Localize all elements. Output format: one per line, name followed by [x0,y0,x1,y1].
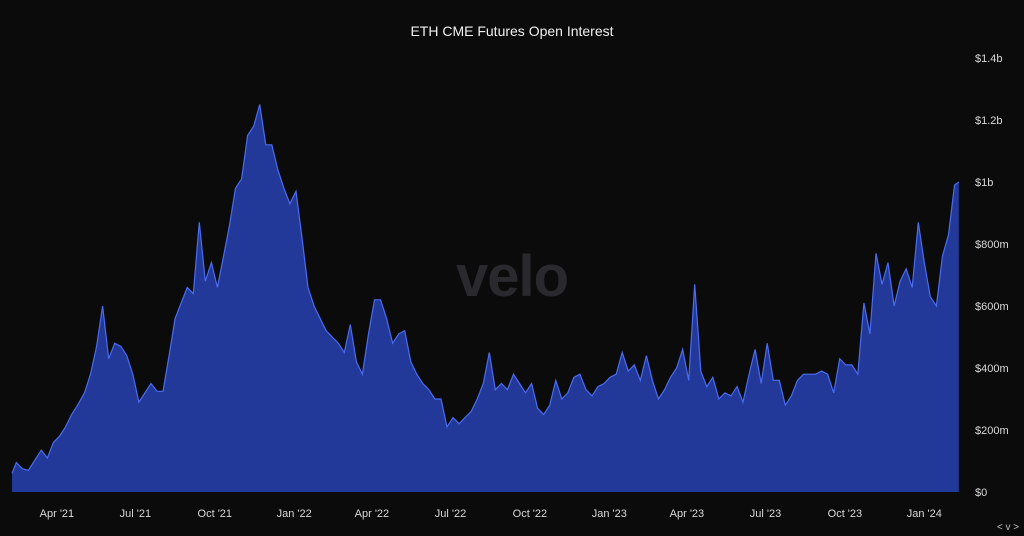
x-tick-label: Oct '22 [513,508,548,520]
y-tick-label: $400m [975,363,1009,375]
x-tick-label: Apr '22 [355,508,390,520]
y-axis: $0 $200m $400m $600m $800m $1b $1.2b $1.4b [975,53,1009,499]
x-tick-label: Jul '22 [435,508,466,520]
x-tick-label: Jul '21 [120,508,151,520]
y-tick-label: $200m [975,425,1009,437]
y-tick-label: $800m [975,239,1009,251]
y-tick-label: $600m [975,301,1009,313]
area-series [11,104,960,492]
x-tick-label: Jul '23 [750,508,781,520]
y-tick-label: $0 [975,487,987,499]
x-tick-label: Jan '22 [277,508,312,520]
x-tick-label: Jan '24 [907,508,942,520]
x-tick-label: Apr '23 [670,508,705,520]
x-axis: Apr '21 Jul '21 Oct '21 Jan '22 Apr '22 Jul '… [40,508,942,520]
x-tick-label: Oct '21 [198,508,233,520]
y-tick-label: $1.2b [975,115,1003,127]
y-tick-label: $1.4b [975,53,1003,65]
area-line [11,104,960,474]
y-tick-label: $1b [975,177,993,189]
velo-watermark: velo [456,244,568,309]
x-tick-label: Oct '23 [828,508,863,520]
x-tick-label: Apr '21 [40,508,75,520]
chart-title: ETH CME Futures Open Interest [410,23,613,39]
area-fill [12,104,959,492]
range-toggle-control[interactable]: < v > [997,522,1019,533]
x-tick-label: Jan '23 [592,508,627,520]
